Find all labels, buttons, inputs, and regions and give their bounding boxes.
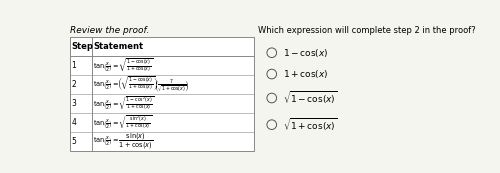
Text: $\sqrt{1+\cos(x)}$: $\sqrt{1+\cos(x)}$ (284, 116, 338, 133)
Text: $\tan\!\left(\!\frac{x}{2}\!\right)=\!\left(\!\sqrt{\frac{1-\cos(x)}{1+\cos(x)}}: $\tan\!\left(\!\frac{x}{2}\!\right)=\!\l… (92, 75, 189, 94)
Text: Step: Step (72, 42, 94, 51)
Text: $\sqrt{1-\cos(x)}$: $\sqrt{1-\cos(x)}$ (284, 90, 338, 106)
Text: $\tan\!\left(\!\frac{x}{2}\!\right)=\dfrac{\sin(x)}{1+\cos(x)}$: $\tan\!\left(\!\frac{x}{2}\!\right)=\dfr… (92, 132, 153, 151)
FancyBboxPatch shape (70, 37, 254, 151)
Text: $\tan\!\left(\!\frac{x}{2}\!\right)=\sqrt{\frac{1-\cos^2\!(x)}{1+\cos(x)}}$: $\tan\!\left(\!\frac{x}{2}\!\right)=\sqr… (92, 95, 154, 112)
Text: $1-\cos(x)$: $1-\cos(x)$ (284, 47, 329, 59)
Text: $\tan\!\left(\!\frac{x}{2}\!\right)=\sqrt{\frac{1-\cos(x)}{1+\cos(x)}}$: $\tan\!\left(\!\frac{x}{2}\!\right)=\sqr… (92, 57, 153, 74)
Text: Which expression will complete step 2 in the proof?: Which expression will complete step 2 in… (258, 26, 476, 35)
Text: Review the proof.: Review the proof. (70, 26, 150, 35)
Text: Statement: Statement (94, 42, 144, 51)
Text: 4: 4 (72, 118, 76, 127)
Text: 2: 2 (72, 80, 76, 89)
Text: 3: 3 (72, 99, 76, 108)
Text: 5: 5 (72, 137, 76, 146)
Text: $1+\cos(x)$: $1+\cos(x)$ (284, 68, 329, 80)
Text: 1: 1 (72, 61, 76, 70)
Text: $\tan\!\left(\!\frac{x}{2}\!\right)=\sqrt{\frac{\sin^2\!(x)}{1+\cos(x)}}$: $\tan\!\left(\!\frac{x}{2}\!\right)=\sqr… (92, 114, 152, 131)
